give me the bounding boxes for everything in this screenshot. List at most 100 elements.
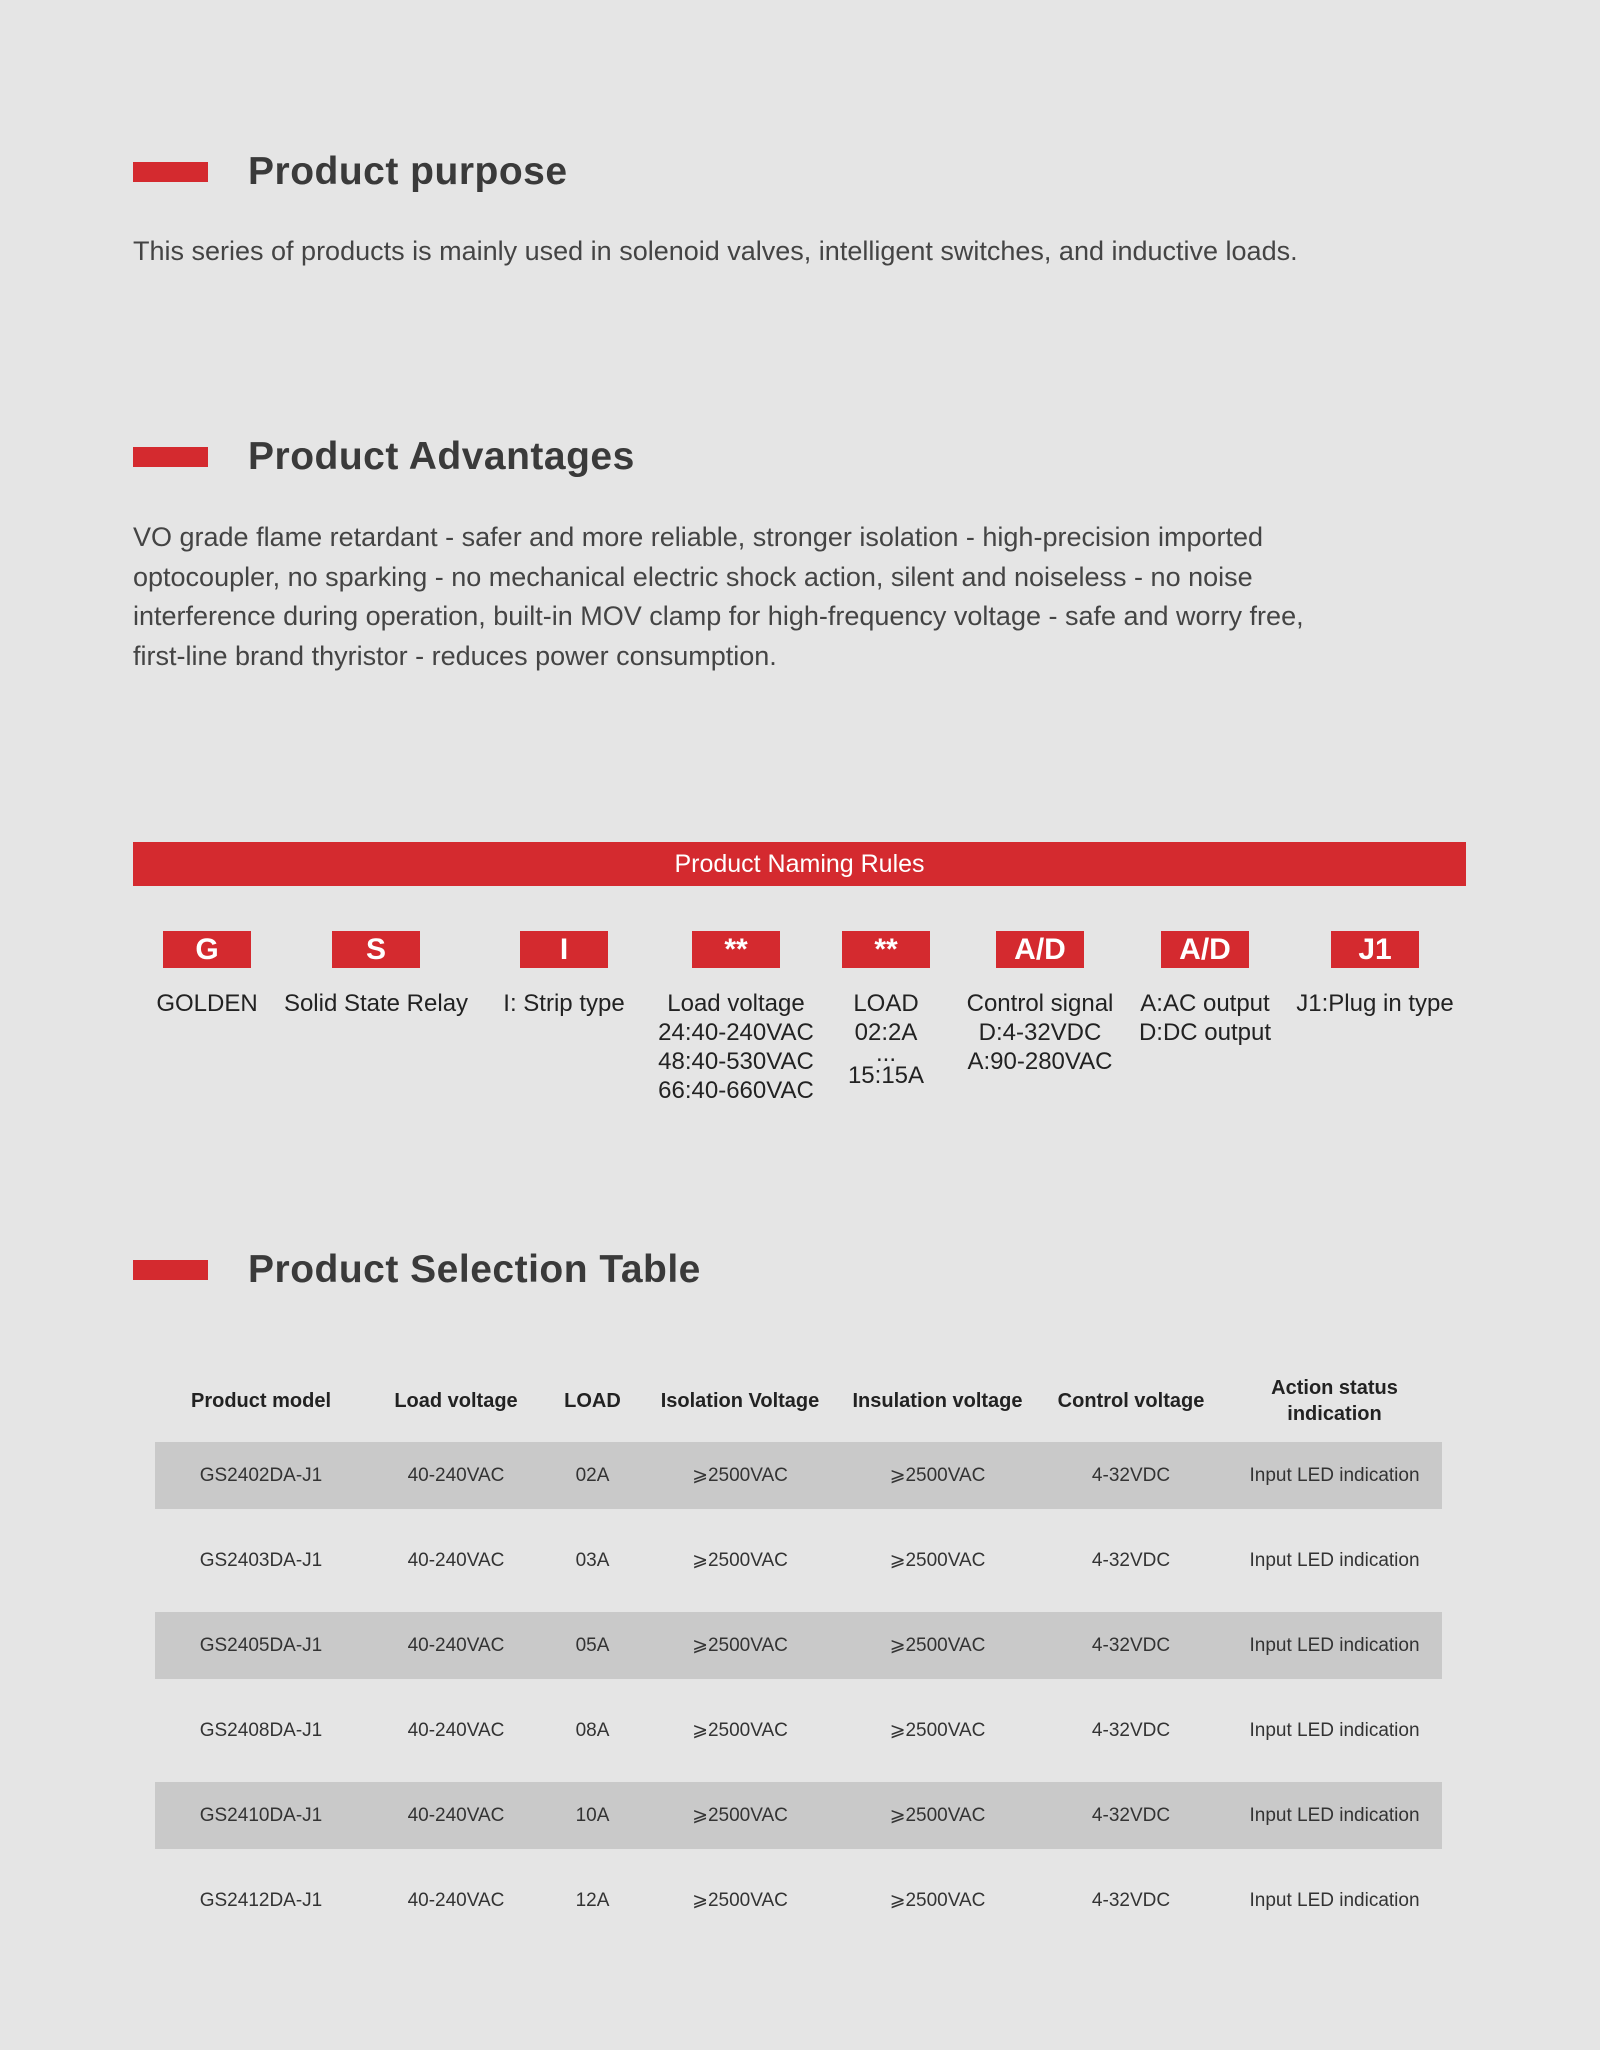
table-cell: 10A: [575, 1804, 610, 1826]
table-cell: 08A: [575, 1719, 610, 1741]
table-cell: ⩾2500VAC: [889, 1805, 986, 1826]
code-description: D:DC output: [1138, 1019, 1272, 1046]
naming-code: ** Load voltage 24:40-240VAC 48:40-530VAC 66…: [641, 931, 831, 1105]
table-cell: Input LED indication: [1249, 1634, 1420, 1656]
section-marker: [133, 1260, 208, 1280]
code-description: ...: [875, 1040, 896, 1067]
table-cell: ⩾2500VAC: [889, 1465, 986, 1486]
code-badge: S: [332, 931, 420, 968]
table-cell: ⩾2500VAC: [889, 1890, 986, 1911]
table-cell: 4-32VDC: [1091, 1549, 1171, 1571]
table-cell: ⩾2500VAC: [692, 1890, 788, 1911]
table-cell: ⩾2500VAC: [889, 1550, 986, 1571]
code-description: 24:40-240VAC: [658, 1019, 814, 1046]
table-cell: ⩾2500VAC: [692, 1465, 788, 1486]
code-description: 48:40-530VAC: [658, 1048, 814, 1075]
table-cell: ⩾2500VAC: [889, 1635, 986, 1656]
table-cell: 40-240VAC: [407, 1549, 505, 1571]
table-row: GS2403DA-J1 40-240VAC 03A ⩾2500VAC ⩾2500VAC 4…: [155, 1527, 1442, 1594]
section-header-selection: Product Selection Table: [133, 1248, 701, 1292]
table-row: GS2405DA-J1 40-240VAC 05A ⩾2500VAC ⩾2500VAC 4…: [155, 1612, 1442, 1679]
table-row: GS2408DA-J1 40-240VAC 08A ⩾2500VAC ⩾2500VAC 4…: [155, 1697, 1442, 1764]
code-description: 66:40-660VAC: [658, 1077, 814, 1104]
column-header: Product model: [190, 1389, 331, 1412]
table-row: GS2412DA-J1 40-240VAC 12A ⩾2500VAC ⩾2500VAC 4…: [155, 1867, 1442, 1934]
section-header-purpose: Product purpose: [133, 150, 568, 194]
column-header: Action status indication: [1271, 1377, 1398, 1425]
naming-code: G GOLDEN: [112, 931, 302, 1018]
text-line: interference during operation, built-in …: [133, 601, 1304, 631]
code-badge: G: [163, 931, 251, 968]
code-description: GOLDEN: [156, 990, 258, 1017]
code-badge: J1: [1331, 931, 1419, 968]
section-header-advantages: Product Advantages: [133, 435, 635, 479]
naming-code: S Solid State Relay: [281, 931, 471, 1018]
code-description: Solid State Relay: [283, 990, 469, 1017]
code-description: Control signal: [966, 990, 1114, 1017]
code-description: 02:2A: [854, 1019, 918, 1046]
selection-table: Product model Load voltage LOAD Isolation V…: [155, 1360, 1442, 1952]
column-header: LOAD: [564, 1389, 621, 1412]
table-cell: ⩾2500VAC: [692, 1720, 788, 1741]
section-title: Product Selection Table: [248, 1248, 701, 1291]
code-badge: A/D: [1161, 931, 1249, 968]
table-cell: Input LED indication: [1249, 1719, 1420, 1741]
text-line: optocoupler, no sparking - no mechanical…: [133, 561, 1253, 592]
section-title: Product purpose: [248, 150, 568, 193]
naming-code: A/D A:AC output D:DC output: [1110, 931, 1300, 1047]
table-cell: GS2410DA-J1: [199, 1804, 323, 1826]
section-marker: [133, 162, 208, 182]
table-cell: 4-32VDC: [1091, 1889, 1171, 1911]
table-cell: 03A: [575, 1549, 610, 1571]
table-cell: 4-32VDC: [1091, 1634, 1171, 1656]
table-cell: 05A: [575, 1634, 610, 1656]
naming-code: A/D Control signal D:4-32VDC A:90-280VAC: [945, 931, 1135, 1076]
table-cell: 4-32VDC: [1091, 1719, 1171, 1741]
code-badge: I: [520, 931, 608, 968]
table-cell: 40-240VAC: [407, 1634, 505, 1656]
code-badge: A/D: [996, 931, 1084, 968]
table-cell: Input LED indication: [1249, 1549, 1420, 1571]
table-cell: 4-32VDC: [1091, 1804, 1171, 1826]
advantages-text: VO grade flame retardant - safer and mor…: [133, 518, 1473, 676]
code-description: I: Strip type: [503, 990, 625, 1017]
code-description: Load voltage: [667, 990, 805, 1017]
table-cell: ⩾2500VAC: [692, 1805, 788, 1826]
naming-rules-banner: Product Naming Rules: [133, 842, 1466, 886]
table-cell: GS2403DA-J1: [199, 1549, 323, 1571]
code-description: LOAD: [853, 990, 919, 1017]
table-cell: ⩾2500VAC: [692, 1635, 788, 1656]
section-marker: [133, 447, 208, 467]
table-row: GS2410DA-J1 40-240VAC 10A ⩾2500VAC ⩾2500VAC 4…: [155, 1782, 1442, 1849]
naming-code: J1 J1:Plug in type: [1280, 931, 1470, 1018]
section-title: Product Advantages: [248, 435, 635, 478]
text-line: VO grade flame retardant - safer and mor…: [133, 522, 1264, 552]
table-cell: Input LED indication: [1249, 1889, 1420, 1911]
column-header: Insulation voltage: [852, 1389, 1023, 1412]
text-line: first-line brand thyristor - reduces pow…: [133, 640, 777, 671]
table-cell: ⩾2500VAC: [889, 1720, 986, 1741]
table-cell: Input LED indication: [1249, 1804, 1420, 1826]
naming-code: ** LOAD 02:2A... 15:15A: [791, 931, 981, 1090]
table-cell: GS2408DA-J1: [199, 1719, 323, 1741]
table-row: GS2402DA-J1 40-240VAC 02A ⩾2500VAC ⩾2500VAC 4…: [155, 1442, 1442, 1509]
table-cell: ⩾2500VAC: [692, 1550, 788, 1571]
code-badge: **: [842, 931, 930, 968]
column-header: Control voltage: [1057, 1389, 1205, 1412]
table-cell: 40-240VAC: [407, 1464, 505, 1486]
table-cell: GS2412DA-J1: [199, 1889, 323, 1911]
table-cell: 4-32VDC: [1091, 1464, 1171, 1486]
column-header: Load voltage: [394, 1389, 518, 1412]
table-body: GS2402DA-J1 40-240VAC 02A ⩾2500VAC ⩾2500VAC 4…: [155, 1442, 1442, 1934]
code-description: J1:Plug in type: [1296, 990, 1454, 1017]
purpose-text: This series of products is mainly used i…: [133, 236, 1298, 266]
table-cell: GS2405DA-J1: [199, 1634, 323, 1656]
table-cell: 40-240VAC: [407, 1719, 505, 1741]
code-badge: **: [692, 931, 780, 968]
code-description: A:AC output: [1140, 990, 1270, 1017]
table-cell: 40-240VAC: [407, 1889, 505, 1911]
table-cell: 40-240VAC: [407, 1804, 505, 1826]
table-cell: 12A: [575, 1889, 610, 1911]
table-header: Product model Load voltage LOAD Isolation V…: [155, 1360, 1442, 1442]
